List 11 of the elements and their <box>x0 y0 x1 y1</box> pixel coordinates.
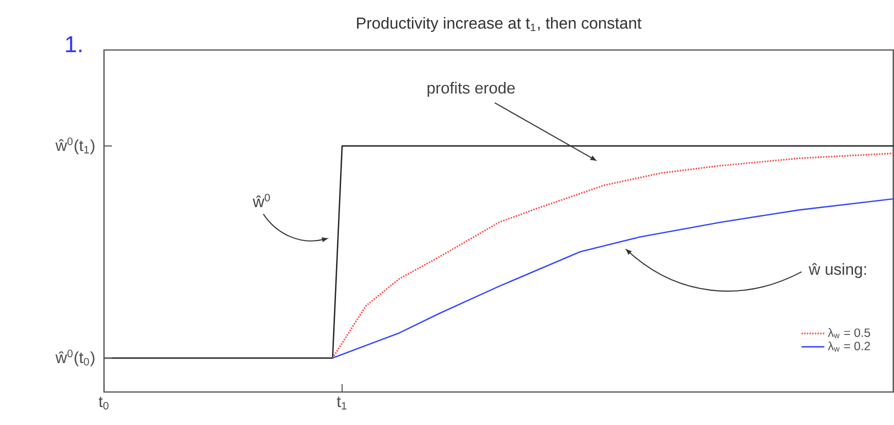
text: 1. <box>66 36 82 52</box>
text: ŵ$^{0}$(t$_{1}$) <box>55 138 94 154</box>
annotation: ŵ using: <box>808 263 866 278</box>
legend-label: λ$_{w}$ = 0.5 <box>828 328 870 338</box>
chart-title: Productivity increase at t$_{1}$, then constant <box>357 17 642 32</box>
x-tick-label: t$_{1}$ <box>336 396 346 410</box>
text: ŵ$^{0}$(t$_{0}$) <box>55 350 94 366</box>
legend-label: λ$_{w}$ = 0.2 <box>828 341 870 352</box>
annotation: ŵ$^{0}$ <box>252 194 270 208</box>
text: profits erode <box>428 82 515 97</box>
x-tick-label: t$_{0}$ <box>98 396 108 410</box>
